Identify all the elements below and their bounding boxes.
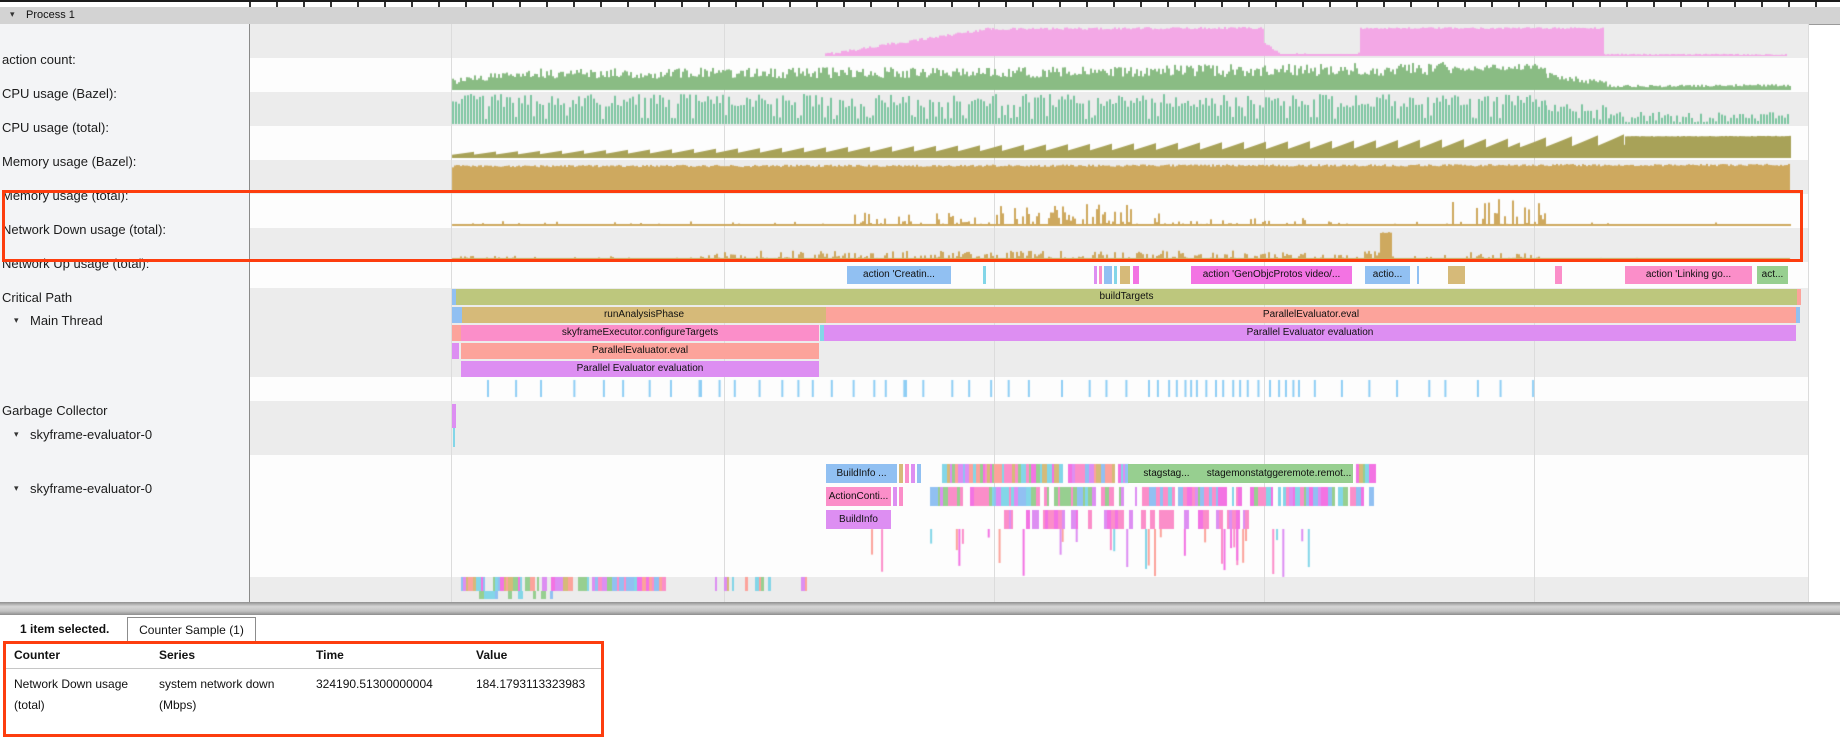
track-label[interactable]: Garbage Collector: [2, 403, 108, 418]
slice-critical-path[interactable]: act...: [1757, 266, 1788, 284]
slice-main-thread-row-4[interactable]: Parallel Evaluator evaluation: [461, 361, 819, 377]
slice-main-thread-row-1[interactable]: ParallelEvaluator.eval: [826, 307, 1796, 323]
timeline-canvas-area[interactable]: action 'Creatin... action 'GenObjcProtos …: [249, 24, 1809, 602]
slice-critical-path[interactable]: [1120, 266, 1130, 284]
track-label[interactable]: Memory usage (total):: [2, 188, 129, 203]
slice-skyframe-evaluator-0b-row-0[interactable]: [911, 464, 915, 483]
slice-skyframe-evaluator-0b-row-1[interactable]: ActionConti...: [826, 487, 891, 506]
table-cell-value: 184.1793113323983: [476, 677, 586, 691]
table-cell-time: 324190.51300000004: [316, 677, 433, 691]
table-header-cell[interactable]: Counter: [14, 647, 60, 662]
slice-main-thread-row-1[interactable]: [1796, 307, 1800, 323]
track-label[interactable]: skyframe-evaluator-0: [30, 427, 153, 442]
collapse-arrow-icon[interactable]: ▾: [14, 429, 19, 439]
slice-main-thread-row-2[interactable]: [452, 325, 461, 341]
process-header[interactable]: ▾ Process 1: [0, 7, 1840, 25]
gridline: [1808, 24, 1809, 602]
slice-main-thread-row-2[interactable]: [820, 325, 824, 341]
slice-main-thread-row-2[interactable]: skyframeExecutor.configureTargets: [461, 325, 819, 341]
slice-critical-path[interactable]: [1094, 266, 1097, 284]
selection-status: 1 item selected.: [20, 622, 110, 636]
table-cell-counter: Network Down usage (total): [14, 677, 129, 712]
timeline-ruler[interactable]: [0, 0, 1840, 9]
collapse-arrow-icon[interactable]: ▾: [14, 483, 19, 493]
slice-skyframe-evaluator-0a-tail[interactable]: [453, 428, 455, 447]
track-label[interactable]: Memory usage (Bazel):: [2, 154, 137, 169]
analysis-panel: 1 item selected. Counter Sample (1) Coun…: [0, 615, 1840, 742]
track-label[interactable]: Critical Path: [2, 290, 73, 305]
table-header-cell[interactable]: Series: [159, 647, 196, 662]
track-label[interactable]: action count:: [2, 52, 76, 67]
table-header-row: Counter Series Time Value: [3, 641, 604, 669]
ruler-ticks: [249, 2, 1840, 7]
slice-critical-path[interactable]: [1555, 266, 1562, 284]
process-title: Process 1: [26, 9, 75, 21]
slice-skyframe-evaluator-0b-row-0[interactable]: stagemonstatggeremote.remot...: [1205, 464, 1353, 483]
slice-main-thread-row-1[interactable]: runAnalysisPhase: [462, 307, 826, 323]
slice-critical-path[interactable]: action 'Linking go...: [1625, 266, 1752, 284]
track-label[interactable]: skyframe-evaluator-0: [30, 481, 153, 496]
track-label[interactable]: Network Up usage (total):: [2, 256, 150, 271]
slice-critical-path[interactable]: [1099, 266, 1102, 284]
slice-critical-path[interactable]: [983, 266, 986, 284]
slice-critical-path[interactable]: [1104, 266, 1112, 284]
slice-main-thread-row-3[interactable]: [452, 343, 459, 359]
table-header-cell[interactable]: Value: [476, 647, 508, 662]
slice-critical-path[interactable]: action 'Creatin...: [847, 266, 951, 284]
slice-main-thread-row-0[interactable]: [452, 289, 456, 305]
slice-skyframe-evaluator-0b-row-0[interactable]: BuildInfo ...: [826, 464, 897, 483]
tab-counter-sample[interactable]: Counter Sample (1): [127, 617, 256, 643]
counter-sample-table: Counter Series Time Value Network Down usage…: [3, 641, 604, 716]
collapse-arrow-icon[interactable]: ▾: [14, 315, 19, 325]
table-header-cell[interactable]: Time: [316, 647, 344, 662]
slice-critical-path[interactable]: [1114, 266, 1117, 284]
slice-critical-path[interactable]: action 'GenObjcProtos video/...: [1191, 266, 1352, 284]
slice-skyframe-evaluator-0b-row-0[interactable]: [917, 464, 921, 483]
slice-skyframe-evaluator-0b-row-2[interactable]: BuildInfo: [826, 510, 891, 529]
slice-main-thread-row-1[interactable]: [452, 307, 462, 323]
slice-main-thread-row-0[interactable]: buildTargets: [456, 289, 1797, 305]
slice-skyframe-evaluator-0b-row-1[interactable]: [893, 487, 897, 506]
collapse-arrow-icon[interactable]: ▾: [10, 9, 15, 19]
slice-skyframe-evaluator-0b-row-0[interactable]: stagstag...: [1128, 464, 1205, 483]
slice-critical-path[interactable]: [1448, 266, 1465, 284]
table-cell-series: system network down (Mbps): [159, 677, 275, 712]
slice-main-thread-row-2[interactable]: Parallel Evaluator evaluation: [824, 325, 1796, 341]
slice-skyframe-evaluator-0b-row-0[interactable]: [905, 464, 909, 483]
panel-divider[interactable]: [0, 602, 1840, 615]
slice-skyframe-evaluator-0b-row-1[interactable]: [899, 487, 903, 506]
slice-critical-path[interactable]: actio...: [1365, 266, 1410, 284]
track-label[interactable]: CPU usage (total):: [2, 120, 109, 135]
table-row[interactable]: Network Down usage (total) system network…: [3, 669, 604, 716]
slice-critical-path[interactable]: [1417, 266, 1419, 284]
slice-main-thread-row-0[interactable]: [1797, 289, 1801, 305]
track-sidebar: action count: CPU usage (Bazel): CPU usage…: [0, 24, 250, 618]
slice-skyframe-evaluator-0b-row-0[interactable]: [899, 464, 903, 483]
track-label[interactable]: Network Down usage (total):: [2, 222, 167, 237]
slice-skyframe-evaluator-0a[interactable]: [452, 404, 456, 428]
slice-critical-path[interactable]: [1133, 266, 1139, 284]
slice-main-thread-row-3[interactable]: ParallelEvaluator.eval: [461, 343, 819, 359]
track-label[interactable]: Main Thread: [30, 313, 103, 328]
track-label[interactable]: CPU usage (Bazel):: [2, 86, 117, 101]
